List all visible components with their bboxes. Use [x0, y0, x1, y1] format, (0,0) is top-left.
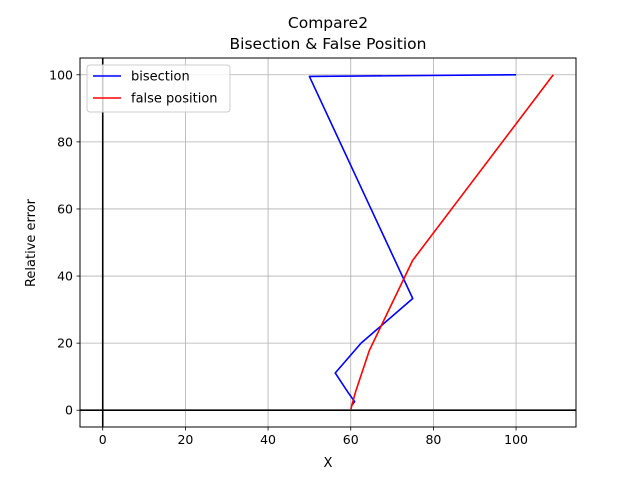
axis-ticks: 0 20 40 60 80 100 0 20 40 60 80 100: [49, 67, 528, 447]
reference-lines: [80, 58, 576, 427]
plot-frame: [79, 57, 577, 428]
legend-label: false position: [131, 92, 218, 107]
x-tick-label: 80: [425, 432, 441, 447]
grid: [80, 58, 576, 427]
chart-subtitle: Bisection & False Position: [230, 35, 427, 53]
y-tick-label: 40: [57, 269, 73, 284]
x-tick-label: 0: [99, 432, 107, 447]
y-tick-label: 0: [65, 403, 73, 418]
y-tick-label: 20: [57, 336, 73, 351]
x-axis-label: X: [324, 456, 333, 471]
y-axis-label: Relative error: [24, 198, 39, 287]
series-layer: [308, 73, 554, 410]
y-tick-label: 80: [57, 134, 73, 149]
x-tick-label: 40: [260, 432, 276, 447]
legend-box: [86, 64, 231, 113]
x-tick-label: 60: [343, 432, 359, 447]
y-tick-label: 100: [49, 67, 73, 82]
x-tick-label: 100: [504, 432, 528, 447]
x-tick-label: 20: [177, 432, 193, 447]
chart-title: Compare2: [288, 14, 368, 32]
legend-label: bisection: [131, 70, 190, 85]
legend: bisection false position: [86, 64, 231, 113]
y-tick-label: 60: [57, 201, 73, 216]
series-line-false-position: [350, 74, 554, 410]
